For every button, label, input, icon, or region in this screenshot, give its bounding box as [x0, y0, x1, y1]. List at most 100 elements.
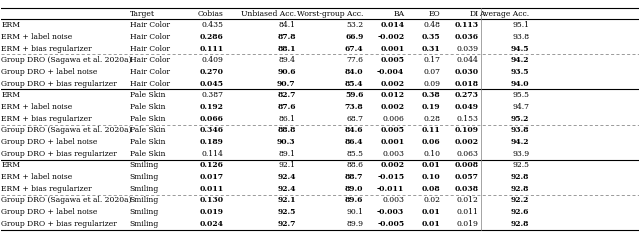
Text: 92.6: 92.6	[511, 208, 529, 216]
Text: 0.003: 0.003	[382, 150, 404, 158]
Text: 82.7: 82.7	[277, 91, 296, 99]
Text: Cobias: Cobias	[198, 10, 223, 18]
Text: Hair Color: Hair Color	[130, 68, 170, 76]
Text: 93.8: 93.8	[511, 126, 529, 134]
Text: Average Acc.: Average Acc.	[479, 10, 529, 18]
Text: -0.003: -0.003	[377, 208, 404, 216]
Text: 89.1: 89.1	[279, 150, 296, 158]
Text: 0.01: 0.01	[421, 208, 440, 216]
Text: 0.002: 0.002	[380, 103, 404, 111]
Text: 84.6: 84.6	[345, 126, 364, 134]
Text: 0.002: 0.002	[380, 80, 404, 88]
Text: Group DRO (Sagawa et al. 2020a): Group DRO (Sagawa et al. 2020a)	[1, 196, 132, 204]
Text: 0.024: 0.024	[200, 220, 223, 228]
Text: 0.012: 0.012	[456, 196, 478, 204]
Text: 90.1: 90.1	[346, 208, 364, 216]
Text: 85.5: 85.5	[346, 150, 364, 158]
Text: 0.066: 0.066	[200, 115, 223, 123]
Text: 0.02: 0.02	[423, 196, 440, 204]
Text: 88.6: 88.6	[346, 161, 364, 169]
Text: 0.387: 0.387	[202, 91, 223, 99]
Text: 0.036: 0.036	[454, 33, 478, 41]
Text: 0.113: 0.113	[454, 21, 478, 29]
Text: 95.5: 95.5	[513, 91, 529, 99]
Text: 84.1: 84.1	[279, 21, 296, 29]
Text: 0.008: 0.008	[454, 161, 478, 169]
Text: ERM: ERM	[1, 161, 20, 169]
Text: Smiling: Smiling	[130, 185, 159, 193]
Text: 0.001: 0.001	[380, 45, 404, 53]
Text: 53.2: 53.2	[346, 21, 364, 29]
Text: 0.001: 0.001	[380, 138, 404, 146]
Text: 90.7: 90.7	[277, 80, 296, 88]
Text: 73.8: 73.8	[345, 103, 364, 111]
Text: 0.35: 0.35	[421, 33, 440, 41]
Text: 93.5: 93.5	[511, 68, 529, 76]
Text: Hair Color: Hair Color	[130, 33, 170, 41]
Text: 88.8: 88.8	[277, 126, 296, 134]
Text: 0.270: 0.270	[200, 68, 223, 76]
Text: 94.0: 94.0	[511, 80, 529, 88]
Text: 0.11: 0.11	[421, 126, 440, 134]
Text: Group DRO (Sagawa et al. 2020a): Group DRO (Sagawa et al. 2020a)	[1, 126, 132, 134]
Text: 0.346: 0.346	[200, 126, 223, 134]
Text: Group DRO + label noise: Group DRO + label noise	[1, 68, 98, 76]
Text: 0.012: 0.012	[380, 91, 404, 99]
Text: 0.011: 0.011	[456, 208, 478, 216]
Text: 0.09: 0.09	[423, 80, 440, 88]
Text: 0.153: 0.153	[456, 115, 478, 123]
Text: 88.7: 88.7	[345, 173, 364, 181]
Text: 0.31: 0.31	[421, 45, 440, 53]
Text: 0.111: 0.111	[200, 45, 223, 53]
Text: ERM + bias regularizer: ERM + bias regularizer	[1, 185, 92, 193]
Text: 0.10: 0.10	[423, 150, 440, 158]
Text: 0.005: 0.005	[380, 126, 404, 134]
Text: BA: BA	[393, 10, 404, 18]
Text: 94.2: 94.2	[511, 138, 529, 146]
Text: -0.005: -0.005	[377, 220, 404, 228]
Text: 0.006: 0.006	[383, 115, 404, 123]
Text: 93.8: 93.8	[513, 33, 529, 41]
Text: 0.273: 0.273	[454, 91, 478, 99]
Text: 92.1: 92.1	[279, 161, 296, 169]
Text: 0.049: 0.049	[454, 103, 478, 111]
Text: 0.38: 0.38	[421, 91, 440, 99]
Text: 87.6: 87.6	[277, 103, 296, 111]
Text: ERM + bias regularizer: ERM + bias regularizer	[1, 115, 92, 123]
Text: 89.9: 89.9	[346, 220, 364, 228]
Text: 0.126: 0.126	[200, 161, 223, 169]
Text: Smiling: Smiling	[130, 161, 159, 169]
Text: 90.6: 90.6	[277, 68, 296, 76]
Text: Hair Color: Hair Color	[130, 21, 170, 29]
Text: Pale Skin: Pale Skin	[130, 138, 165, 146]
Text: 92.4: 92.4	[277, 185, 296, 193]
Text: 0.17: 0.17	[423, 56, 440, 64]
Text: Group DRO + bias regularizer: Group DRO + bias regularizer	[1, 80, 117, 88]
Text: Pale Skin: Pale Skin	[130, 126, 165, 134]
Text: 0.10: 0.10	[421, 173, 440, 181]
Text: 0.038: 0.038	[454, 185, 478, 193]
Text: 0.189: 0.189	[200, 138, 223, 146]
Text: 95.1: 95.1	[513, 21, 529, 29]
Text: Group DRO + bias regularizer: Group DRO + bias regularizer	[1, 150, 117, 158]
Text: DI: DI	[469, 10, 478, 18]
Text: Target: Target	[130, 10, 155, 18]
Text: Smiling: Smiling	[130, 220, 159, 228]
Text: Pale Skin: Pale Skin	[130, 115, 165, 123]
Text: Pale Skin: Pale Skin	[130, 103, 165, 111]
Text: 0.409: 0.409	[202, 56, 223, 64]
Text: 92.8: 92.8	[511, 220, 529, 228]
Text: 0.019: 0.019	[200, 208, 223, 216]
Text: 0.005: 0.005	[380, 56, 404, 64]
Text: 0.011: 0.011	[200, 185, 223, 193]
Text: 0.045: 0.045	[200, 80, 223, 88]
Text: 0.130: 0.130	[200, 196, 223, 204]
Text: 68.7: 68.7	[346, 115, 364, 123]
Text: 92.8: 92.8	[511, 173, 529, 181]
Text: 0.018: 0.018	[454, 80, 478, 88]
Text: 0.01: 0.01	[421, 161, 440, 169]
Text: Group DRO + label noise: Group DRO + label noise	[1, 208, 98, 216]
Text: 0.003: 0.003	[382, 196, 404, 204]
Text: 92.5: 92.5	[513, 161, 529, 169]
Text: ERM + label noise: ERM + label noise	[1, 33, 72, 41]
